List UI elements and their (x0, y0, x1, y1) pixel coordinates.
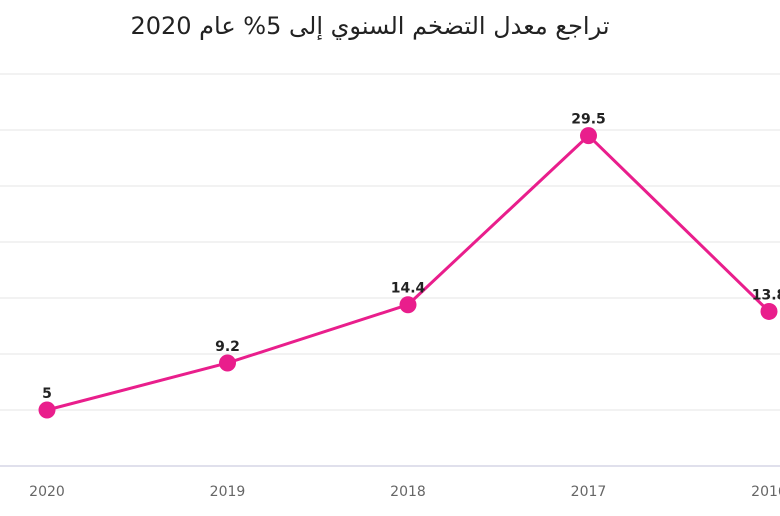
chart-title: تراجع معدل التضخم السنوي إلى 5% عام 2020 (130, 12, 610, 40)
x-tick-label: 2017 (571, 484, 607, 500)
data-point[interactable] (219, 354, 236, 372)
series-layer (38, 127, 778, 419)
data-point[interactable] (399, 296, 417, 314)
data-point[interactable] (38, 401, 56, 419)
data-label: 14.4 (391, 281, 426, 297)
x-tick-label: 2018 (390, 484, 426, 500)
x-tick-label: 2019 (210, 484, 246, 500)
data-label-layer: 5 9.2 14.4 29.5 13.8 (42, 112, 780, 402)
series-line (45, 134, 771, 412)
x-tick-label: 2016 (751, 484, 780, 500)
x-tick-label: 2020 (29, 484, 65, 500)
x-tick-layer: 2020 2019 2018 2017 2016 (29, 484, 780, 500)
data-point[interactable] (760, 302, 778, 320)
data-label: 13.8 (752, 287, 780, 303)
data-label: 5 (42, 386, 52, 402)
data-label: 9.2 (215, 339, 240, 355)
data-point[interactable] (580, 127, 597, 145)
data-label: 29.5 (571, 112, 606, 128)
grid-lines (0, 73, 780, 411)
